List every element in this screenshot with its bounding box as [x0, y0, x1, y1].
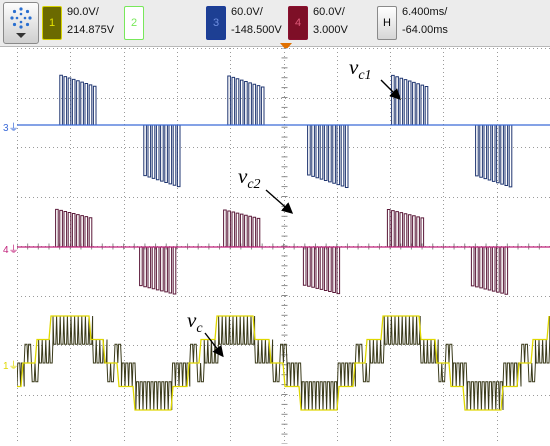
- channel-3-ground-marker[interactable]: 3⏚: [3, 123, 19, 134]
- channel-3-button[interactable]: 3: [206, 6, 226, 40]
- channel-1-number: 1: [48, 17, 56, 29]
- channel-3-scale: 60.0V/: [231, 6, 263, 18]
- channel-4-ground-marker[interactable]: 4⏚: [3, 245, 19, 256]
- scope-logo-icon: [10, 7, 32, 38]
- channel-3-marker-label: 3: [3, 123, 9, 134]
- trigger-position-icon: [280, 43, 292, 50]
- channel-1-ground-marker[interactable]: 1⏚: [3, 361, 19, 372]
- channel-4-number: 4: [294, 17, 302, 29]
- channel-4-marker-label: 4: [3, 245, 9, 256]
- channel-4-button[interactable]: 4: [288, 6, 308, 40]
- channel-2-number: 2: [130, 17, 138, 29]
- channel-1-scale: 90.0V/: [67, 6, 99, 18]
- horizontal-button[interactable]: H: [377, 6, 397, 40]
- annotation-vc: vc: [187, 308, 203, 337]
- waveform-traces: [17, 74, 550, 411]
- scope-menu-button[interactable]: [3, 2, 39, 44]
- channel-3-number: 3: [212, 17, 220, 29]
- waveform-display[interactable]: [17, 48, 550, 444]
- channel-2-button[interactable]: 2: [124, 6, 144, 40]
- channel-1-offset: 214.875V: [67, 24, 115, 36]
- channel-4-scale: 60.0V/: [313, 6, 345, 18]
- timebase-offset: -64.00ms: [402, 24, 448, 36]
- channel-1-button[interactable]: 1: [42, 6, 62, 40]
- channel-4-offset: 3.000V: [313, 24, 348, 36]
- channel-3-offset: -148.500V: [231, 24, 282, 36]
- status-header: 1 90.0V/ 214.875V 2 3 60.0V/ -148.500V 4…: [0, 0, 550, 50]
- horizontal-label: H: [383, 17, 391, 29]
- timebase-scale: 6.400ms/: [402, 6, 448, 18]
- annotation-vc2: vc2: [238, 164, 261, 193]
- channel-1-marker-label: 1: [3, 361, 9, 372]
- annotation-vc1: vc1: [349, 55, 372, 84]
